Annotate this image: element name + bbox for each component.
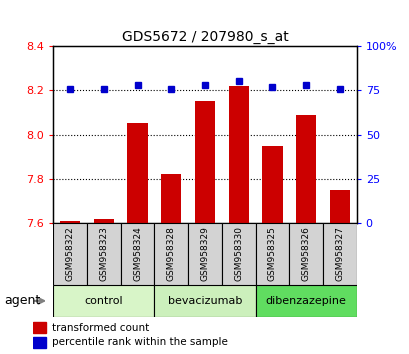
Bar	[188, 223, 221, 285]
Bar	[94, 218, 114, 223]
Bar	[87, 223, 120, 285]
Text: GSM958322: GSM958322	[65, 226, 74, 281]
Bar	[60, 221, 80, 223]
Bar	[322, 223, 356, 285]
Bar	[329, 190, 349, 223]
Bar	[221, 223, 255, 285]
Text: GSM958325: GSM958325	[267, 226, 276, 281]
Bar	[255, 285, 356, 317]
Text: GSM958330: GSM958330	[234, 226, 243, 281]
Bar	[255, 223, 289, 285]
Bar	[262, 145, 282, 223]
Bar	[33, 322, 46, 333]
Bar	[194, 101, 215, 223]
Text: dibenzazepine: dibenzazepine	[265, 296, 346, 306]
Bar	[154, 223, 188, 285]
Bar	[120, 223, 154, 285]
Text: GSM958323: GSM958323	[99, 226, 108, 281]
Bar	[53, 285, 154, 317]
Bar	[161, 174, 181, 223]
Text: bevacizumab: bevacizumab	[167, 296, 242, 306]
Text: GSM958326: GSM958326	[301, 226, 310, 281]
Bar	[33, 337, 46, 348]
Text: GSM958328: GSM958328	[166, 226, 175, 281]
Title: GDS5672 / 207980_s_at: GDS5672 / 207980_s_at	[121, 30, 288, 44]
Text: percentile rank within the sample: percentile rank within the sample	[52, 337, 227, 348]
Text: transformed count: transformed count	[52, 322, 149, 332]
Bar	[154, 285, 255, 317]
Bar	[289, 223, 322, 285]
Bar	[228, 86, 248, 223]
Bar	[127, 124, 147, 223]
Bar	[295, 115, 315, 223]
Bar	[53, 223, 87, 285]
Text: GSM958327: GSM958327	[335, 226, 344, 281]
Text: GSM958329: GSM958329	[200, 226, 209, 281]
Text: GSM958324: GSM958324	[133, 226, 142, 281]
Text: control: control	[84, 296, 123, 306]
Text: agent: agent	[4, 295, 40, 307]
